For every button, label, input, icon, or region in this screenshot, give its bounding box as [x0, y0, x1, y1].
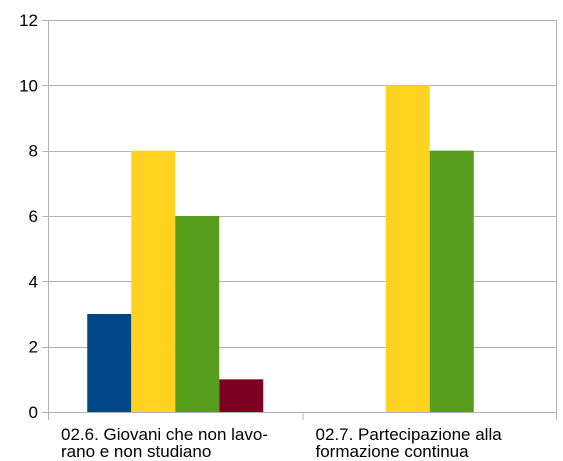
bar	[175, 216, 220, 412]
bar	[131, 150, 176, 412]
y-tick-labels: 0 2 4 6 8 10 12	[19, 11, 38, 422]
y-tick-label: 6	[29, 207, 38, 226]
y-tick-label: 12	[19, 11, 38, 30]
category-label: formazione continua	[316, 442, 470, 461]
bar	[87, 314, 132, 412]
bar	[385, 85, 430, 412]
category-label: rano e non studiano	[61, 442, 211, 461]
category-labels: 02.6. Giovani che non lavo-rano e non st…	[61, 425, 502, 461]
y-tick-label: 8	[29, 142, 38, 161]
y-tick-label: 10	[19, 76, 38, 95]
bar	[219, 379, 264, 412]
bars	[87, 85, 474, 412]
bar	[429, 150, 474, 412]
y-tick-label: 4	[29, 272, 38, 291]
y-tick-label: 0	[29, 403, 38, 422]
category-label: 02.7. Partecipazione alla	[316, 425, 503, 444]
axes	[48, 20, 557, 420]
y-tick-label: 2	[29, 338, 38, 357]
category-label: 02.6. Giovani che non lavo-	[61, 425, 268, 444]
